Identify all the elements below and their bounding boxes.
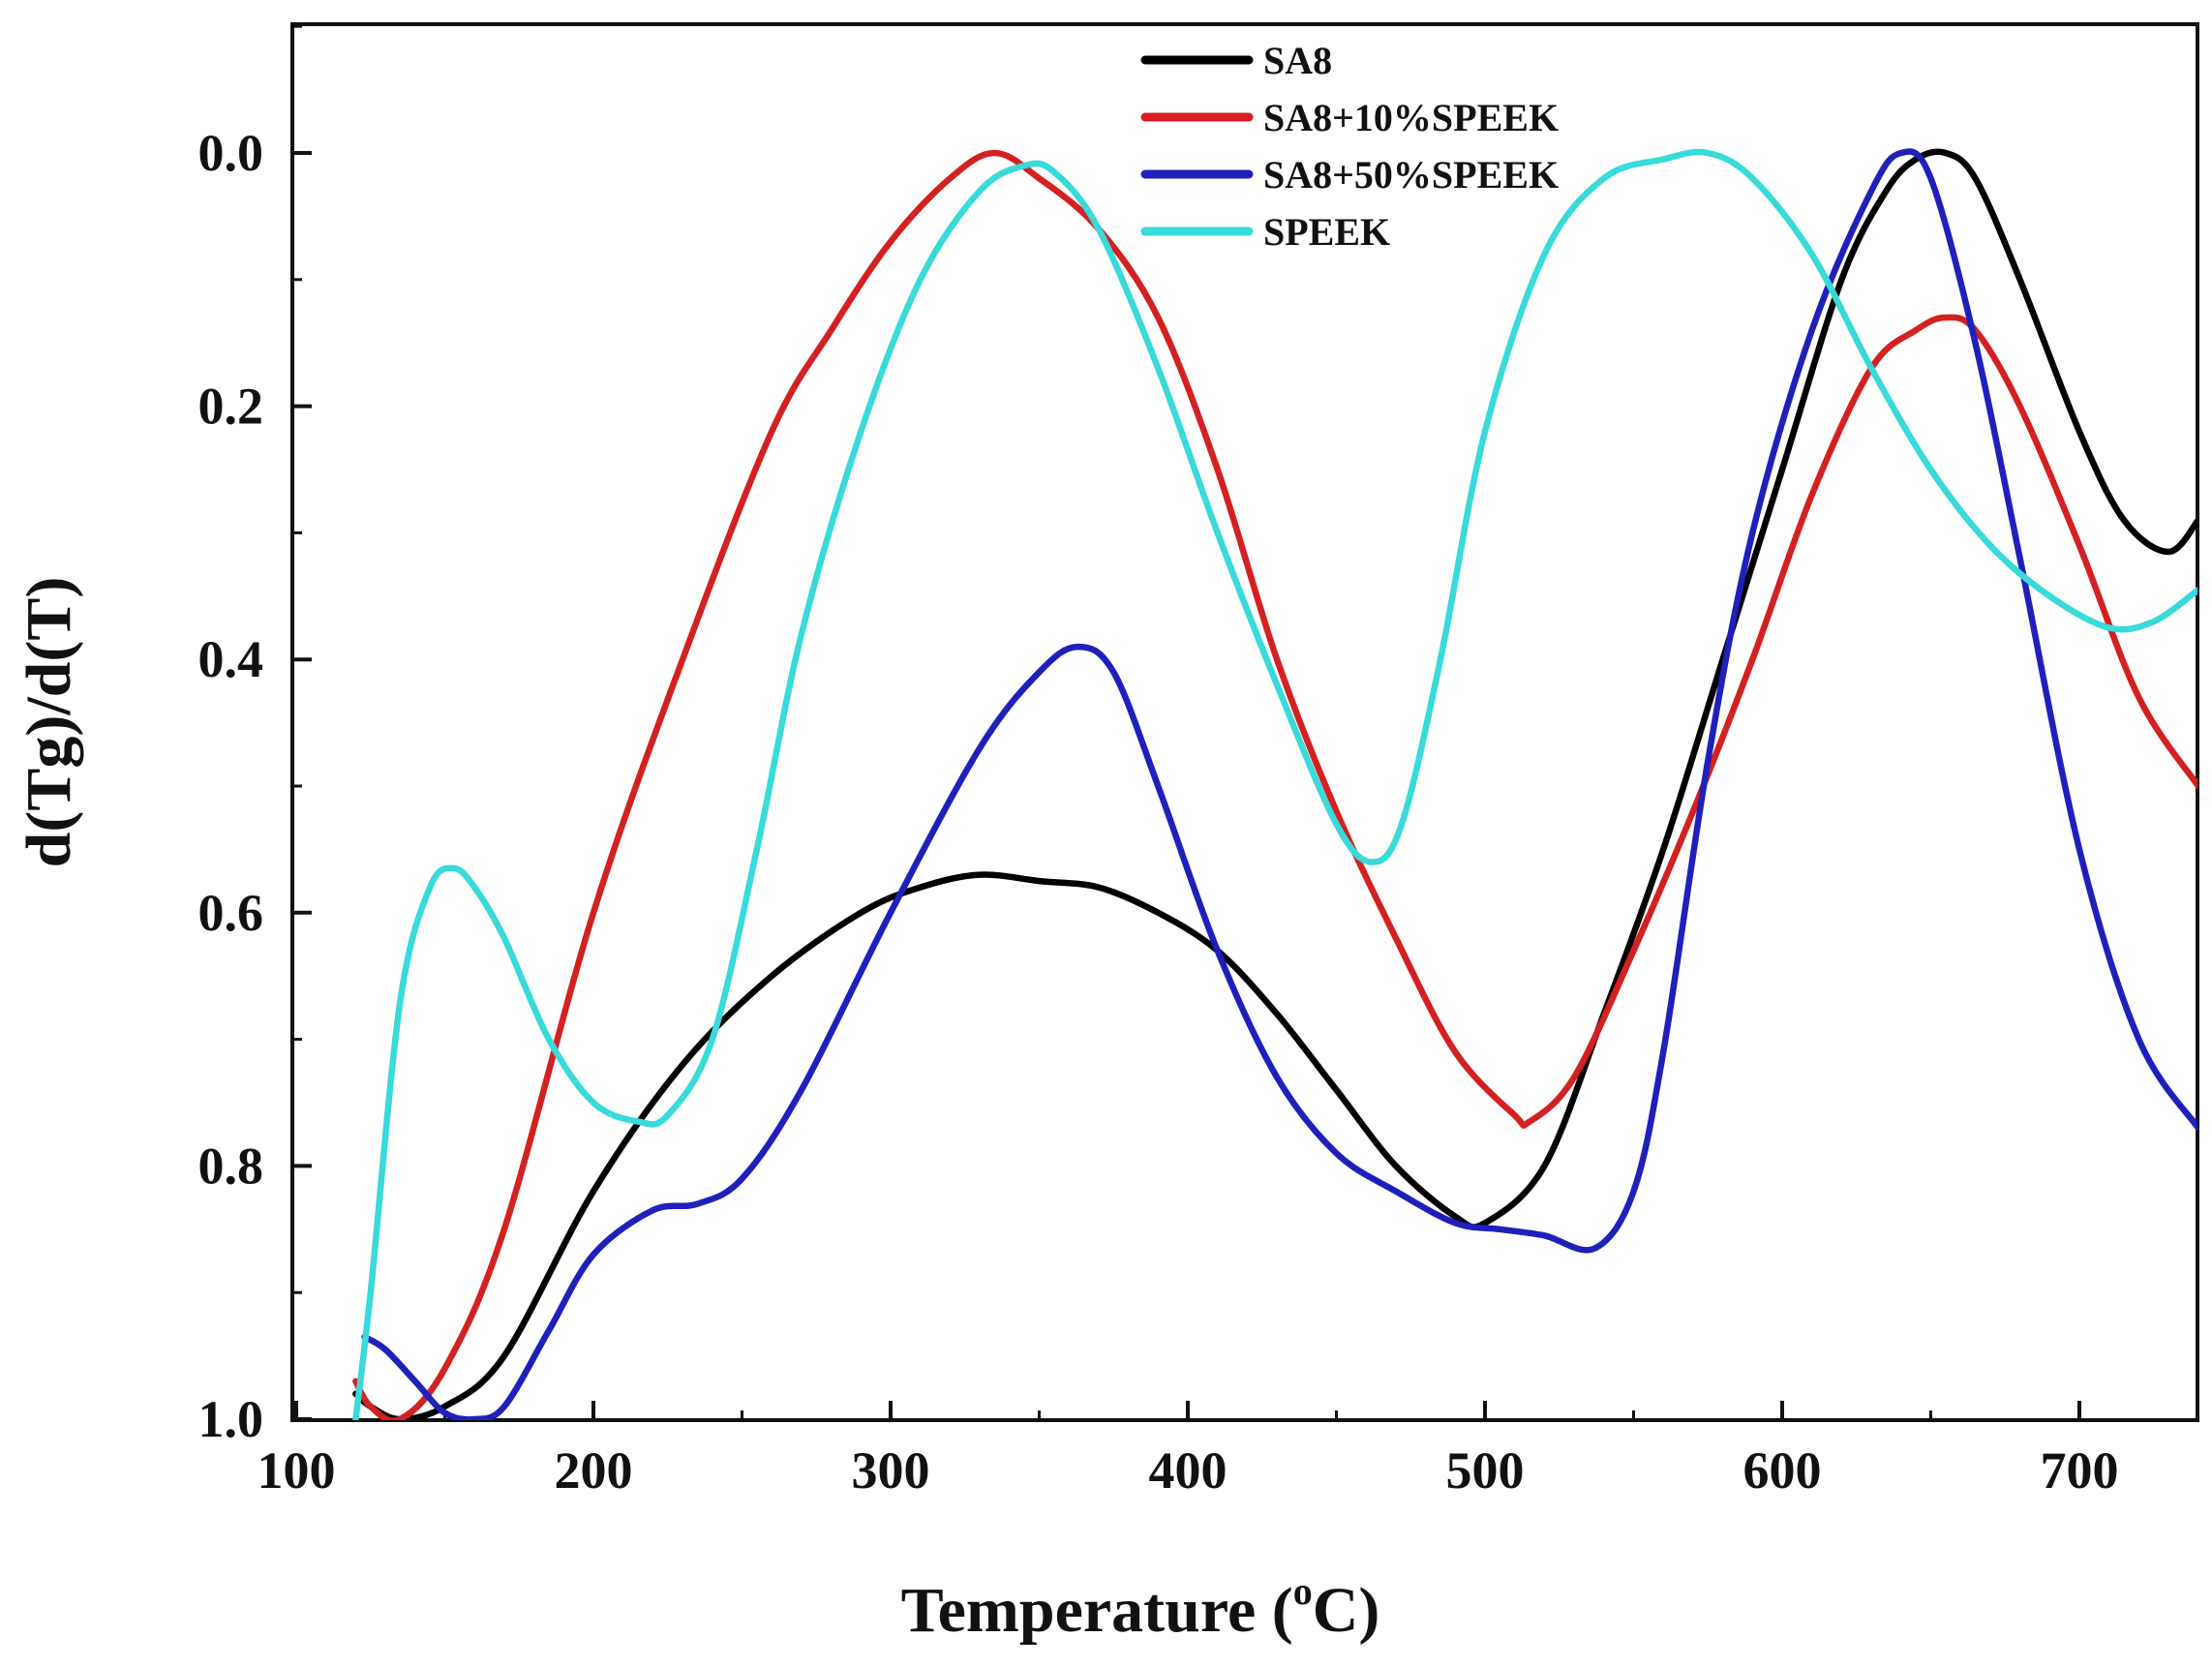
y-axis-title: d(Tg)/d(T) — [14, 577, 84, 868]
x-tick-label: 200 — [555, 1441, 633, 1500]
plot-frame — [290, 22, 2199, 1422]
y-axis-ticks: 0.0 0.2 0.4 0.6 0.8 1.0 — [198, 24, 312, 1448]
x-tick-label: 100 — [258, 1441, 336, 1500]
legend-label-speek: SPEEK — [1263, 210, 1390, 254]
y-tick-label: 0.2 — [198, 378, 264, 436]
legend-label-sa8-10-speek: SA8+10%SPEEK — [1263, 96, 1559, 139]
degree-superscript: o — [1293, 1569, 1313, 1613]
series-line-sa8-10-speek — [352, 149, 2197, 1420]
x-axis-title: Temperature (oC) — [901, 1569, 1380, 1646]
series-group — [352, 148, 2197, 1420]
x-tick-label: 300 — [852, 1441, 930, 1500]
x-tick-label: 600 — [1743, 1441, 1822, 1500]
series-line-speek — [352, 148, 2197, 1420]
legend: SA8 SA8+10%SPEEK SA8+50%SPEEK SPEEK — [1140, 39, 1559, 254]
legend-label-sa8: SA8 — [1263, 39, 1332, 82]
x-tick-label: 400 — [1149, 1441, 1227, 1500]
series-line-sa8-50-speek — [361, 148, 2197, 1420]
x-axis-ticks: 100 200 300 400 500 600 700 — [258, 1401, 2119, 1500]
x-tick-label: 500 — [1446, 1441, 1525, 1500]
x-tick-label: 700 — [2041, 1441, 2119, 1500]
y-tick-label: 0.0 — [198, 124, 264, 182]
y-tick-label: 0.8 — [198, 1137, 264, 1195]
legend-label-sa8-50-speek: SA8+50%SPEEK — [1263, 153, 1559, 197]
y-tick-label: 0.4 — [198, 630, 264, 688]
y-tick-label: 0.6 — [198, 884, 264, 942]
series-line-sa8 — [352, 148, 2197, 1420]
y-tick-label: 1.0 — [198, 1390, 264, 1448]
